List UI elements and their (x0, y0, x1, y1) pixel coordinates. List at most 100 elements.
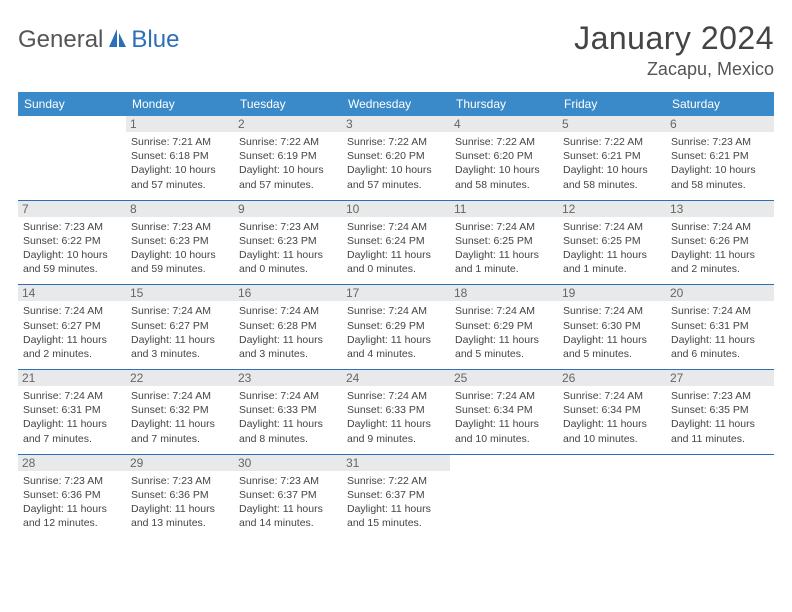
sunrise-text: Sunrise: 7:23 AM (131, 220, 229, 234)
calendar-cell: 22Sunrise: 7:24 AMSunset: 6:32 PMDayligh… (126, 370, 234, 455)
calendar-cell: 24Sunrise: 7:24 AMSunset: 6:33 PMDayligh… (342, 370, 450, 455)
sunrise-text: Sunrise: 7:23 AM (239, 220, 337, 234)
sunrise-text: Sunrise: 7:22 AM (563, 135, 661, 149)
day-number: 10 (342, 201, 450, 217)
calendar-cell: 11Sunrise: 7:24 AMSunset: 6:25 PMDayligh… (450, 200, 558, 285)
calendar-cell: 29Sunrise: 7:23 AMSunset: 6:36 PMDayligh… (126, 454, 234, 538)
day-number: 17 (342, 285, 450, 301)
sunset-text: Sunset: 6:31 PM (23, 403, 121, 417)
daylight-text: Daylight: 11 hours and 7 minutes. (23, 417, 121, 445)
sunrise-text: Sunrise: 7:24 AM (563, 389, 661, 403)
day-number: 7 (18, 201, 126, 217)
day-number: 29 (126, 455, 234, 471)
sunrise-text: Sunrise: 7:24 AM (239, 304, 337, 318)
day-number: 13 (666, 201, 774, 217)
daylight-text: Daylight: 11 hours and 5 minutes. (563, 333, 661, 361)
sunset-text: Sunset: 6:30 PM (563, 319, 661, 333)
day-number: 4 (450, 116, 558, 132)
sunrise-text: Sunrise: 7:23 AM (239, 474, 337, 488)
day-number: 14 (18, 285, 126, 301)
sunrise-text: Sunrise: 7:24 AM (23, 389, 121, 403)
calendar-cell: 20Sunrise: 7:24 AMSunset: 6:31 PMDayligh… (666, 285, 774, 370)
day-number: 26 (558, 370, 666, 386)
brand-logo: General Blue (18, 26, 179, 54)
weekday-header: Tuesday (234, 92, 342, 116)
daylight-text: Daylight: 11 hours and 2 minutes. (671, 248, 769, 276)
sunset-text: Sunset: 6:25 PM (455, 234, 553, 248)
calendar-cell: 25Sunrise: 7:24 AMSunset: 6:34 PMDayligh… (450, 370, 558, 455)
calendar-cell: 17Sunrise: 7:24 AMSunset: 6:29 PMDayligh… (342, 285, 450, 370)
weekday-header: Thursday (450, 92, 558, 116)
sunset-text: Sunset: 6:21 PM (563, 149, 661, 163)
calendar-row: 1Sunrise: 7:21 AMSunset: 6:18 PMDaylight… (18, 116, 774, 200)
daylight-text: Daylight: 11 hours and 13 minutes. (131, 502, 229, 530)
daylight-text: Daylight: 10 hours and 58 minutes. (455, 163, 553, 191)
day-number: 6 (666, 116, 774, 132)
sunset-text: Sunset: 6:23 PM (239, 234, 337, 248)
sunrise-text: Sunrise: 7:24 AM (455, 389, 553, 403)
daylight-text: Daylight: 11 hours and 3 minutes. (239, 333, 337, 361)
sunset-text: Sunset: 6:36 PM (131, 488, 229, 502)
sunrise-text: Sunrise: 7:24 AM (347, 389, 445, 403)
daylight-text: Daylight: 11 hours and 9 minutes. (347, 417, 445, 445)
calendar-cell: 8Sunrise: 7:23 AMSunset: 6:23 PMDaylight… (126, 200, 234, 285)
calendar-row: 21Sunrise: 7:24 AMSunset: 6:31 PMDayligh… (18, 370, 774, 455)
daylight-text: Daylight: 11 hours and 0 minutes. (239, 248, 337, 276)
daylight-text: Daylight: 11 hours and 2 minutes. (23, 333, 121, 361)
calendar-cell: 9Sunrise: 7:23 AMSunset: 6:23 PMDaylight… (234, 200, 342, 285)
brand-blue: Blue (131, 26, 179, 54)
daylight-text: Daylight: 11 hours and 5 minutes. (455, 333, 553, 361)
day-number: 2 (234, 116, 342, 132)
calendar-cell: 19Sunrise: 7:24 AMSunset: 6:30 PMDayligh… (558, 285, 666, 370)
day-number: 11 (450, 201, 558, 217)
sunrise-text: Sunrise: 7:24 AM (563, 220, 661, 234)
calendar-cell: 26Sunrise: 7:24 AMSunset: 6:34 PMDayligh… (558, 370, 666, 455)
weekday-header: Saturday (666, 92, 774, 116)
calendar-cell: 23Sunrise: 7:24 AMSunset: 6:33 PMDayligh… (234, 370, 342, 455)
calendar-cell: 1Sunrise: 7:21 AMSunset: 6:18 PMDaylight… (126, 116, 234, 200)
sunset-text: Sunset: 6:26 PM (671, 234, 769, 248)
sunset-text: Sunset: 6:20 PM (347, 149, 445, 163)
sunset-text: Sunset: 6:35 PM (671, 403, 769, 417)
sunrise-text: Sunrise: 7:22 AM (455, 135, 553, 149)
calendar-cell: 18Sunrise: 7:24 AMSunset: 6:29 PMDayligh… (450, 285, 558, 370)
sunset-text: Sunset: 6:27 PM (23, 319, 121, 333)
sunset-text: Sunset: 6:19 PM (239, 149, 337, 163)
sunset-text: Sunset: 6:29 PM (347, 319, 445, 333)
daylight-text: Daylight: 11 hours and 1 minute. (455, 248, 553, 276)
calendar-cell: 14Sunrise: 7:24 AMSunset: 6:27 PMDayligh… (18, 285, 126, 370)
calendar-cell (450, 454, 558, 538)
sunset-text: Sunset: 6:32 PM (131, 403, 229, 417)
sunrise-text: Sunrise: 7:24 AM (455, 304, 553, 318)
calendar-cell (558, 454, 666, 538)
sunrise-text: Sunrise: 7:23 AM (671, 135, 769, 149)
day-number: 31 (342, 455, 450, 471)
header: General Blue January 2024 Zacapu, Mexico (18, 20, 774, 80)
daylight-text: Daylight: 11 hours and 10 minutes. (563, 417, 661, 445)
calendar-cell: 3Sunrise: 7:22 AMSunset: 6:20 PMDaylight… (342, 116, 450, 200)
sunset-text: Sunset: 6:37 PM (347, 488, 445, 502)
calendar-cell: 10Sunrise: 7:24 AMSunset: 6:24 PMDayligh… (342, 200, 450, 285)
calendar-cell: 30Sunrise: 7:23 AMSunset: 6:37 PMDayligh… (234, 454, 342, 538)
calendar-cell: 7Sunrise: 7:23 AMSunset: 6:22 PMDaylight… (18, 200, 126, 285)
weekday-header: Wednesday (342, 92, 450, 116)
location: Zacapu, Mexico (574, 59, 774, 80)
daylight-text: Daylight: 11 hours and 6 minutes. (671, 333, 769, 361)
daylight-text: Daylight: 11 hours and 4 minutes. (347, 333, 445, 361)
daylight-text: Daylight: 11 hours and 14 minutes. (239, 502, 337, 530)
day-number: 25 (450, 370, 558, 386)
sunrise-text: Sunrise: 7:24 AM (239, 389, 337, 403)
daylight-text: Daylight: 11 hours and 10 minutes. (455, 417, 553, 445)
weekday-header: Monday (126, 92, 234, 116)
day-number: 1 (126, 116, 234, 132)
calendar-body: 1Sunrise: 7:21 AMSunset: 6:18 PMDaylight… (18, 116, 774, 538)
daylight-text: Daylight: 11 hours and 7 minutes. (131, 417, 229, 445)
day-number: 22 (126, 370, 234, 386)
sail-icon (106, 27, 128, 54)
calendar-cell: 4Sunrise: 7:22 AMSunset: 6:20 PMDaylight… (450, 116, 558, 200)
sunset-text: Sunset: 6:24 PM (347, 234, 445, 248)
day-number: 5 (558, 116, 666, 132)
calendar-cell: 15Sunrise: 7:24 AMSunset: 6:27 PMDayligh… (126, 285, 234, 370)
calendar-cell: 28Sunrise: 7:23 AMSunset: 6:36 PMDayligh… (18, 454, 126, 538)
brand-general: General (18, 26, 103, 54)
